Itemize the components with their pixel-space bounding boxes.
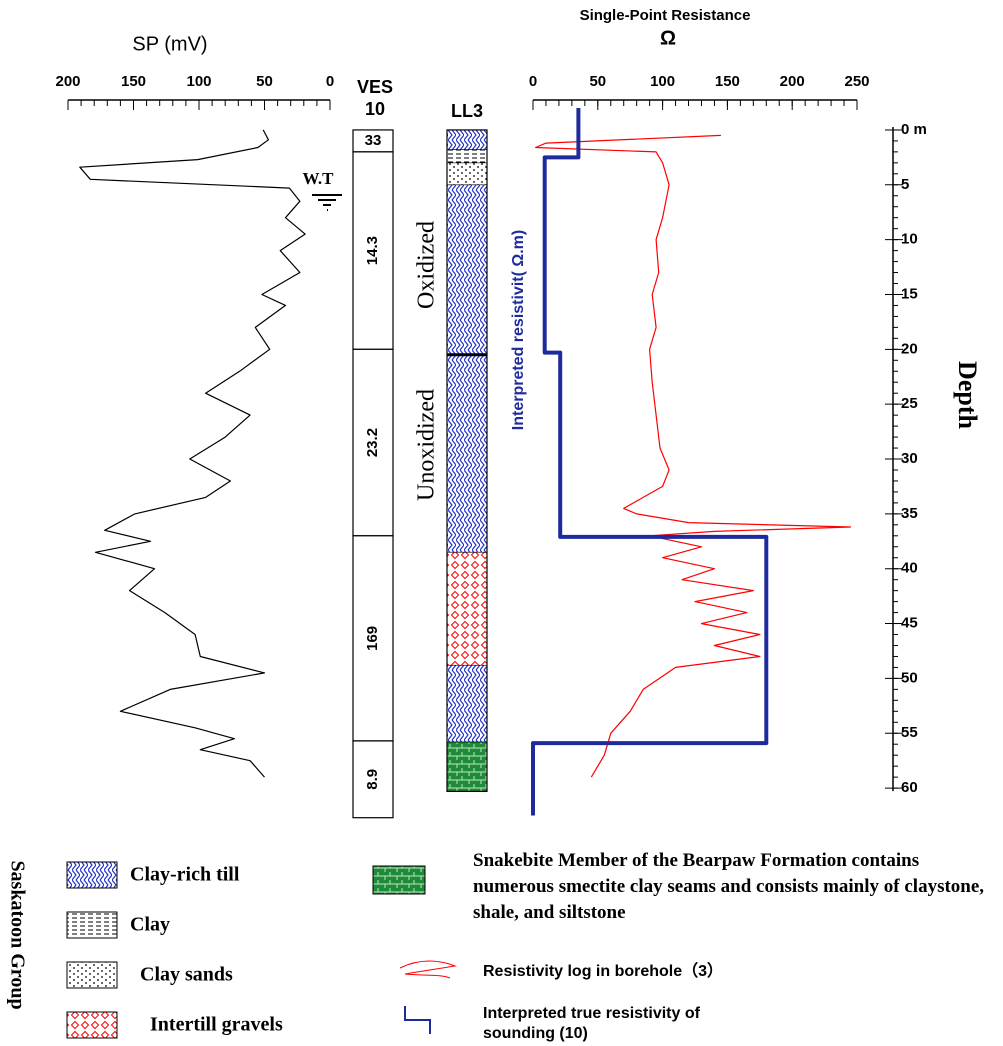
zone-label: Oxidized (414, 221, 440, 309)
lithology-layer (447, 742, 487, 791)
y-tick-label: 55 (901, 724, 918, 741)
y-tick-label: 20 (901, 340, 918, 357)
series-label: Interpreted resistivit( Ω.m) (510, 230, 527, 430)
y-tick-label: 0 m (901, 121, 927, 138)
chart-subtitle: Ω (660, 27, 676, 49)
legend-swatch (67, 1012, 117, 1038)
legend-text: Interpreted true resistivity of sounding… (483, 1004, 733, 1044)
water-table-symbol (312, 195, 342, 210)
ves-number: 10 (365, 99, 385, 119)
legend-group: Saskatoon Group (6, 860, 28, 1009)
x-tick-label: 100 (186, 73, 211, 90)
legend-swatch (373, 866, 425, 894)
y-tick-label: 5 (901, 176, 909, 193)
water-table-label: W.T (302, 169, 334, 188)
lithology-layer (447, 163, 487, 185)
legend-blue-symbol (405, 1006, 430, 1034)
y-tick-label: 50 (901, 669, 918, 686)
ves-value: 8.9 (364, 769, 381, 790)
ves-value: 169 (364, 626, 381, 651)
y-tick-label: 40 (901, 560, 918, 577)
legend-swatch (67, 962, 117, 988)
zone-label: Unoxidized (414, 389, 440, 501)
ves-value: 33 (365, 132, 382, 149)
legend-text: Snakebite Member of the Bearpaw Formatio… (473, 848, 1003, 926)
legend-swatch (67, 912, 117, 938)
y-tick-label: 35 (901, 505, 918, 522)
x-tick-label: 0 (326, 73, 334, 90)
y-tick-label: 60 (901, 779, 918, 796)
ves-title: VES (357, 77, 393, 97)
chart-title: Single-Point Resistance (580, 7, 751, 24)
chart-title: SP (mV) (132, 33, 207, 55)
x-tick-label: 200 (55, 73, 80, 90)
lithology-layer (447, 185, 487, 552)
x-tick-label: 200 (780, 73, 805, 90)
x-tick-label: 150 (121, 73, 146, 90)
curve (80, 130, 305, 777)
legend-red-symbol (400, 961, 455, 978)
lithology-layer (447, 130, 487, 150)
column-title: LL3 (451, 101, 483, 121)
lithology-layer (447, 665, 487, 742)
y-tick-label: 45 (901, 615, 918, 632)
legend-text: Intertill gravels (150, 1014, 283, 1036)
y-tick-label: 10 (901, 231, 918, 248)
page: SP (mV)200150100500Single-Point Resistan… (0, 0, 1003, 1046)
curve (533, 108, 766, 816)
x-tick-label: 150 (715, 73, 740, 90)
x-tick-label: 50 (589, 73, 606, 90)
legend-swatch (67, 862, 117, 888)
legend-text: Clay (130, 914, 170, 936)
legend-text: Resistivity log in borehole（3） (483, 957, 723, 981)
x-tick-label: 0 (529, 73, 537, 90)
x-tick-label: 100 (650, 73, 675, 90)
y-tick-label: 15 (901, 285, 918, 302)
x-tick-label: 50 (256, 73, 273, 90)
ves-value: 23.2 (364, 428, 381, 457)
x-tick-label: 250 (844, 73, 869, 90)
y-tick-label: 30 (901, 450, 918, 467)
ves-value: 14.3 (364, 236, 381, 265)
lithology-layer (447, 150, 487, 163)
legend-text: Clay-rich till (130, 864, 240, 886)
y-tick-label: 25 (901, 395, 918, 412)
lithology-layer (447, 552, 487, 665)
y-axis-label: Depth (953, 361, 982, 429)
curve (536, 135, 851, 777)
legend-text: Clay sands (140, 964, 233, 986)
